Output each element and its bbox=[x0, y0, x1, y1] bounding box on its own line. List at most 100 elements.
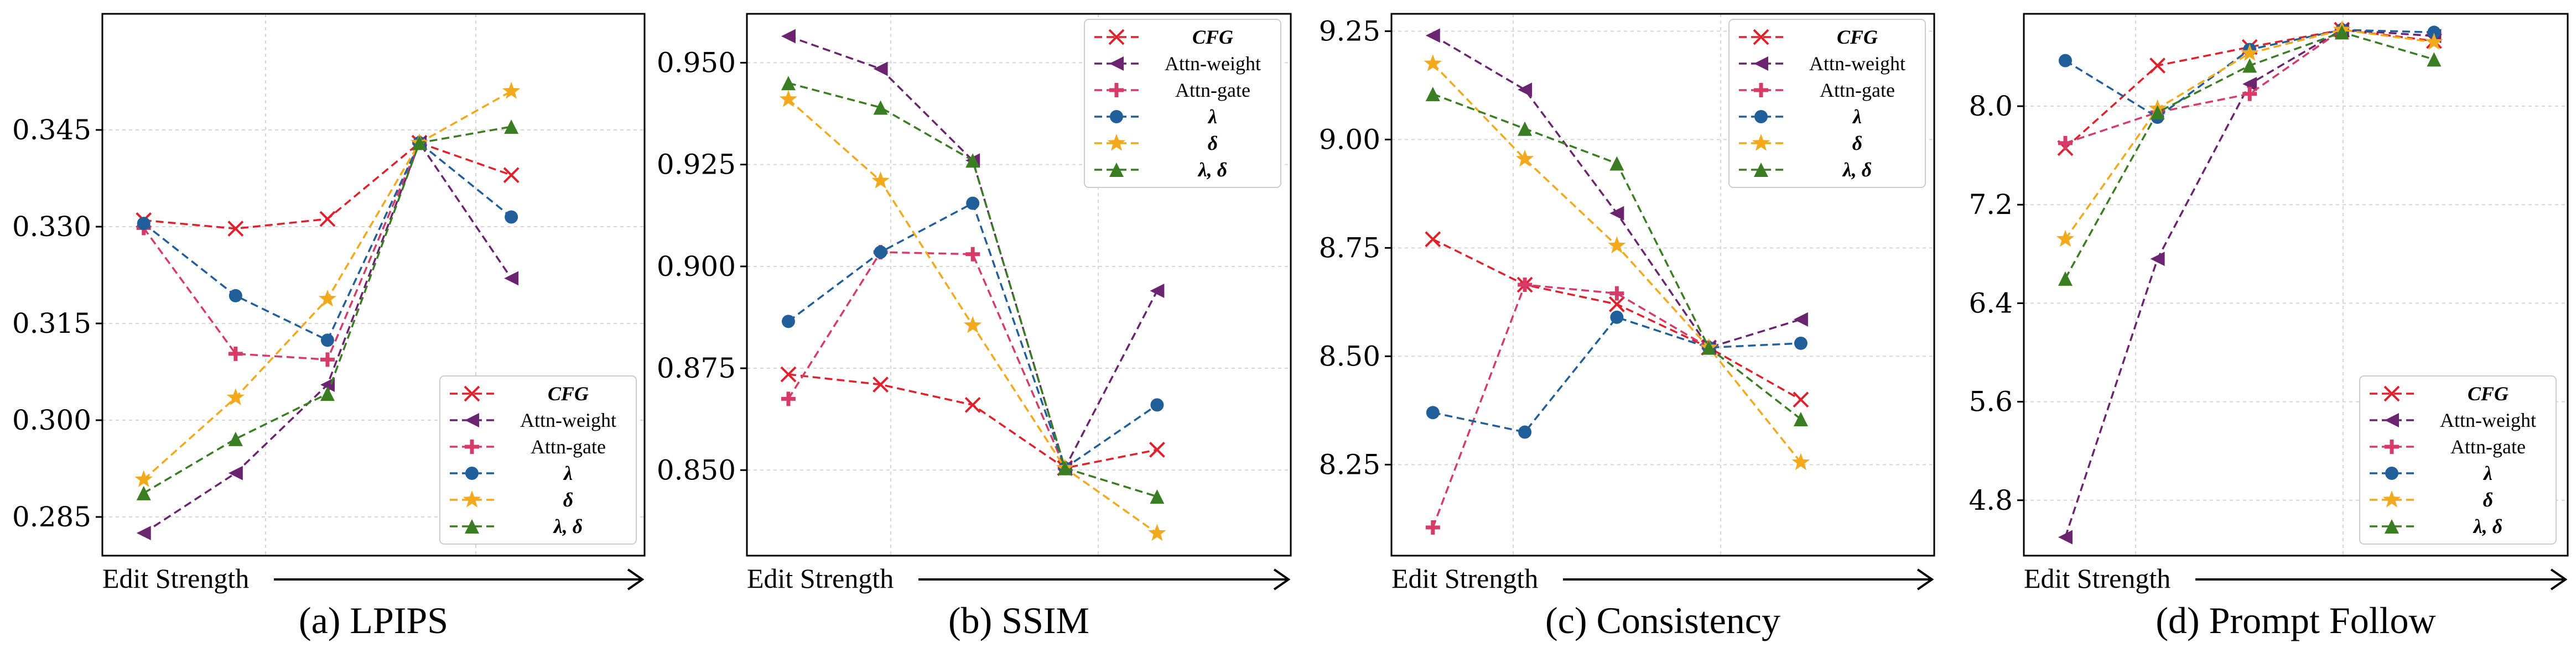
plot-frame bbox=[2023, 13, 2569, 557]
data-point bbox=[964, 316, 982, 333]
data-point bbox=[965, 247, 980, 262]
series-cfg bbox=[136, 134, 520, 237]
legend-marker bbox=[463, 490, 481, 508]
legend-entry-cfg: CFG bbox=[1094, 26, 1233, 48]
x-axis-arrowhead bbox=[1917, 568, 1934, 590]
legend-label: CFG bbox=[1192, 26, 1233, 48]
panel-caption: (c) Consistency bbox=[1545, 599, 1780, 641]
legend-label: λ, δ bbox=[1197, 159, 1227, 181]
data-point bbox=[136, 526, 151, 541]
x-axis-label: Edit Strength bbox=[102, 563, 249, 594]
data-point bbox=[781, 29, 796, 44]
legend-entry-lambda-delta: λ, δ bbox=[1739, 159, 1872, 181]
series-lambda bbox=[137, 136, 518, 347]
data-point bbox=[2242, 76, 2257, 91]
data-point bbox=[1150, 489, 1165, 504]
series-line bbox=[143, 142, 420, 361]
x-axis-arrowhead bbox=[1273, 568, 1291, 590]
legend-entry-cfg: CFG bbox=[1739, 26, 1878, 48]
legend-entry-delta: δ bbox=[450, 489, 573, 511]
data-point bbox=[1791, 453, 1810, 471]
legend-label: Attn-weight bbox=[1165, 53, 1261, 75]
y-tick-label: 0.315 bbox=[12, 307, 91, 339]
legend-label: Attn-weight bbox=[1809, 53, 1905, 75]
series-line bbox=[788, 373, 1157, 469]
y-tick-label: 0.300 bbox=[12, 404, 91, 436]
data-point bbox=[873, 100, 888, 115]
series-line bbox=[2064, 29, 2434, 240]
y-tick-label: 0.330 bbox=[12, 211, 91, 243]
legend-label: λ bbox=[563, 462, 573, 484]
data-point bbox=[2242, 86, 2257, 101]
data-point bbox=[318, 289, 337, 307]
legend-marker bbox=[2382, 490, 2401, 508]
data-point bbox=[871, 171, 890, 189]
plot-frame bbox=[101, 13, 646, 557]
legend-marker bbox=[1107, 134, 1126, 151]
legend-label: CFG bbox=[548, 383, 589, 405]
data-point bbox=[1518, 278, 1533, 292]
legend-entry-attn-weight: Attn-weight bbox=[1739, 53, 1905, 75]
data-point bbox=[2150, 252, 2165, 266]
legend-entry-attn-weight: Attn-weight bbox=[2370, 409, 2536, 431]
data-point bbox=[504, 119, 519, 134]
legend-entry-delta: δ bbox=[1094, 132, 1218, 154]
series-lambda-delta bbox=[1425, 87, 1808, 427]
data-point bbox=[412, 135, 427, 150]
data-point bbox=[2334, 25, 2349, 40]
series-line bbox=[1432, 284, 1710, 528]
data-point bbox=[1518, 425, 1532, 439]
legend-marker bbox=[2383, 385, 2400, 402]
legend-box bbox=[1728, 19, 1926, 188]
legend-entry-lambda: λ bbox=[1094, 106, 1217, 128]
data-point bbox=[2058, 135, 2073, 150]
legend-marker bbox=[1752, 134, 1770, 151]
series-attn-gate bbox=[781, 245, 1072, 475]
series-line bbox=[143, 141, 512, 342]
data-point bbox=[228, 346, 243, 361]
series-line bbox=[143, 142, 512, 230]
data-point bbox=[781, 391, 796, 406]
series-attn-gate bbox=[136, 135, 427, 367]
series-lambda bbox=[1426, 310, 1808, 439]
legend-entry-attn-gate: Attn-gate bbox=[2370, 436, 2526, 458]
series-delta bbox=[2056, 20, 2443, 247]
legend-entry-cfg: CFG bbox=[450, 383, 589, 405]
y-tick-label: 0.345 bbox=[12, 114, 91, 146]
y-tick-label: 8.75 bbox=[1319, 232, 1380, 264]
panel-1: 0.285 0.300 0.315 0.330 0.345 Edit Strength (a… bbox=[12, 13, 646, 641]
legend-label: Attn-gate bbox=[2450, 436, 2526, 458]
legend-label: λ bbox=[1207, 106, 1217, 128]
legend-marker bbox=[465, 413, 479, 427]
x-axis-label: Edit Strength bbox=[2024, 563, 2170, 594]
series-lambda bbox=[2058, 23, 2441, 124]
series-line bbox=[1432, 316, 1801, 433]
series-line bbox=[787, 202, 1158, 470]
data-point bbox=[2242, 58, 2257, 73]
y-tick-label: 8.25 bbox=[1319, 448, 1380, 480]
legend-entry-lambda-delta: λ, δ bbox=[1094, 159, 1227, 181]
data-point bbox=[2058, 530, 2073, 545]
data-point bbox=[2241, 44, 2259, 61]
data-point bbox=[319, 211, 336, 227]
panel-4: 4.8 5.6 6.4 7.2 8.0 Edit Strength (d) Prompt F… bbox=[1969, 13, 2569, 641]
legend-entry-attn-gate: Attn-gate bbox=[1094, 79, 1250, 101]
x-axis-label: Edit Strength bbox=[1391, 563, 1538, 594]
data-point bbox=[2149, 58, 2165, 74]
data-point bbox=[1425, 28, 1440, 43]
data-point bbox=[1518, 121, 1533, 136]
data-point bbox=[965, 153, 980, 168]
data-point bbox=[1793, 391, 1809, 408]
data-point bbox=[320, 352, 335, 367]
plot-frame bbox=[746, 13, 1292, 557]
data-point bbox=[1609, 156, 1624, 171]
legend-entry-attn-weight: Attn-weight bbox=[1094, 53, 1261, 75]
data-point bbox=[1608, 296, 1625, 312]
series-attn-gate bbox=[1425, 278, 1716, 535]
legend-entry-attn-gate: Attn-gate bbox=[450, 436, 606, 458]
panel-caption: (b) SSIM bbox=[948, 599, 1089, 641]
legend-box bbox=[2359, 375, 2557, 545]
legend-marker bbox=[1109, 56, 1124, 71]
series-lambda-delta bbox=[136, 119, 519, 500]
